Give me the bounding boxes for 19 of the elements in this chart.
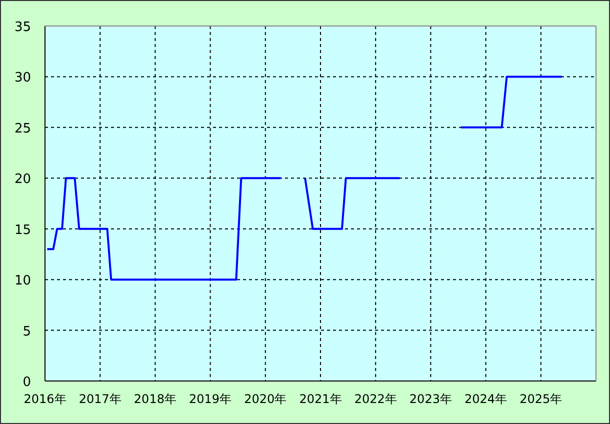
y-tick-label: 10 [14, 274, 31, 289]
line-series [46, 177, 282, 281]
y-tick-label: 30 [14, 70, 31, 86]
x-tick-label: 2023年 [409, 392, 452, 406]
y-tick-label: 25 [14, 121, 31, 136]
x-tick-label: 2022年 [354, 392, 397, 406]
y-tick-label: 15 [14, 222, 31, 238]
x-tick-label: 2017年 [78, 392, 122, 406]
y-tick-label: 35 [14, 20, 31, 35]
y-tick-label: 5 [22, 324, 31, 340]
x-tick-label: 2024年 [464, 392, 508, 406]
x-tick-label: 2021年 [299, 392, 342, 406]
y-tick-label: 0 [22, 375, 31, 390]
x-tick-label: 2020年 [244, 392, 287, 406]
x-tick-label: 2019年 [189, 392, 232, 406]
x-tick-label: 2016年 [24, 392, 66, 406]
x-tick-label: 2025年 [520, 392, 562, 406]
y-tick-label: 20 [14, 172, 31, 188]
x-tick-label: 2018年 [134, 392, 176, 406]
